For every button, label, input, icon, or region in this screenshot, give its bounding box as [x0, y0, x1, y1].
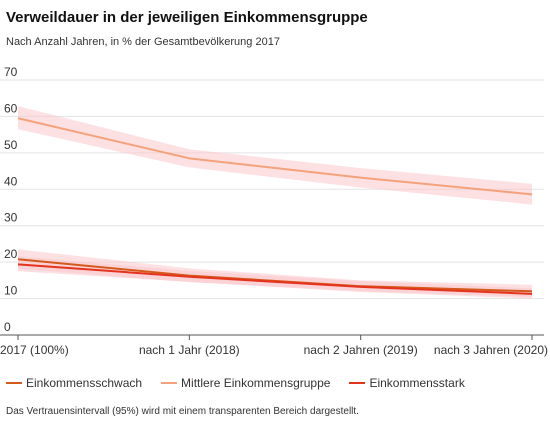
legend-item-einkommensschwach: Einkommensschwach [6, 376, 142, 390]
x-axis-ticks: 2017 (100%) nach 1 Jahr (2018) nach 2 Jahr… [0, 335, 548, 357]
y-tick-label: 40 [4, 174, 18, 188]
y-tick-label: 60 [4, 101, 18, 115]
y-tick-label: 50 [4, 138, 18, 152]
y-tick-label: 0 [4, 320, 11, 334]
x-tick-label: nach 1 Jahr (2018) [139, 343, 240, 357]
legend-label-mittlere: Mittlere Einkommensgruppe [181, 376, 331, 390]
series-line [17, 117, 533, 196]
x-tick-label: nach 3 Jahren (2020) [434, 343, 548, 357]
legend: Einkommensschwach Mittlere Einkommensgru… [6, 376, 484, 390]
legend-swatch-einkommensstark [349, 382, 366, 384]
y-tick-label: 70 [4, 65, 18, 79]
y-tick-label: 30 [4, 211, 18, 225]
series-line [17, 263, 533, 295]
legend-label-einkommensschwach: Einkommensschwach [26, 376, 143, 390]
legend-swatch-mittlere [161, 382, 178, 384]
x-tick-label: 2017 (100%) [0, 343, 69, 357]
footnote: Das Vertrauensintervall (95%) wird mit e… [6, 406, 359, 417]
confidence-band [18, 106, 532, 205]
legend-item-mittlere: Mittlere Einkommensgruppe [161, 376, 330, 390]
chart-subtitle: Nach Anzahl Jahren, in % der Gesamtbevöl… [6, 36, 280, 48]
gridlines [0, 79, 544, 336]
y-tick-label: 20 [4, 247, 18, 261]
x-tick-label: nach 2 Jahren (2019) [304, 343, 418, 357]
series-lines [17, 117, 533, 295]
chart-title: Verweildauer in der jeweiligen Einkommen… [6, 9, 368, 26]
legend-label-einkommensstark: Einkommensstark [369, 376, 465, 390]
y-tick-label: 10 [4, 284, 18, 298]
legend-swatch-einkommensschwach [6, 382, 22, 384]
legend-item-einkommensstark: Einkommensstark [349, 376, 465, 390]
y-axis-ticks: 0 10 20 30 40 50 60 70 [4, 65, 18, 334]
line-chart: 0 10 20 30 40 50 60 70 2017 (100%) nach 1 Jahr (… [0, 65, 548, 357]
